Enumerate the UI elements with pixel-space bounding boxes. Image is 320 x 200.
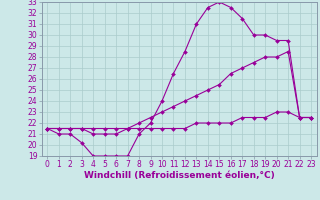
X-axis label: Windchill (Refroidissement éolien,°C): Windchill (Refroidissement éolien,°C) xyxy=(84,171,275,180)
